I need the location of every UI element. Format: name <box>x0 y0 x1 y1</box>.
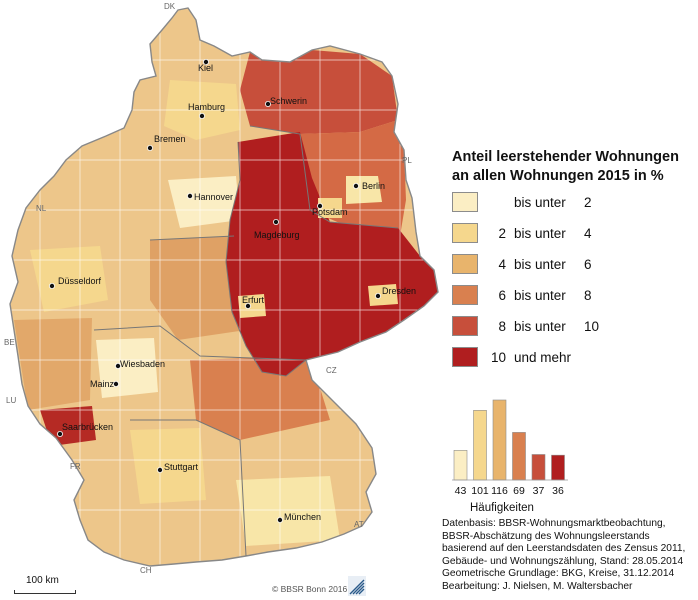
city-label-bremen: Bremen <box>154 134 186 144</box>
legend-swatch <box>452 254 478 274</box>
histogram-bar <box>492 399 507 481</box>
legend-title-line2: an allen Wohnungen 2015 in % <box>452 168 664 184</box>
city-label-magdeburg: Magdeburg <box>254 230 300 240</box>
source-line: Gebäude- und Wohnungszählung, Stand: 28.… <box>442 555 684 567</box>
legend-swatch <box>452 192 478 212</box>
city-label-stuttgart: Stuttgart <box>164 462 199 472</box>
city-label-berlin: Berlin <box>362 181 386 191</box>
histogram-count-label: 69 <box>513 485 525 497</box>
source-line: Bearbeitung: J. Nielsen, M. Waltersbache… <box>442 580 633 592</box>
legend-swatch <box>452 316 478 336</box>
country-label-ch: CH <box>140 566 152 575</box>
histogram-bar <box>551 454 565 481</box>
region-muenchen <box>236 476 340 546</box>
city-label-mainz: Mainz <box>90 379 115 389</box>
histogram-count-label: 116 <box>491 485 508 497</box>
source-line: BBSR-Abschätzung des Wohnungsleerstands <box>442 530 650 542</box>
source-line: Datenbasis: BBSR-Wohnungsmarktbeobachtun… <box>442 518 666 529</box>
region-dresden <box>368 284 398 306</box>
histogram-count-label: 37 <box>533 485 545 497</box>
country-label-dk: DK <box>164 2 176 11</box>
country-label-lu: LU <box>6 396 17 405</box>
histogram-count-label: 101 <box>471 485 489 497</box>
legend-text: bis unter <box>514 288 566 303</box>
legend-text: bis unter <box>514 257 566 272</box>
legend-from: 10 <box>490 350 506 365</box>
source-line: basierend auf den Leerstandsdaten des Ze… <box>442 543 686 555</box>
region-hannover <box>168 176 240 228</box>
city-label-schwerin: Schwerin <box>270 96 308 106</box>
city-label-wiesbaden: Wiesbaden <box>120 359 166 369</box>
legend-to: 8 <box>584 288 592 303</box>
legend-swatch <box>452 223 478 243</box>
legend-to: 10 <box>584 319 600 334</box>
histogram-bar <box>531 454 546 481</box>
legend-title-line1: Anteil leerstehender Wohnungen <box>452 149 679 165</box>
histogram-caption: Häufigkeiten <box>470 502 534 514</box>
legend-from: 6 <box>498 288 506 303</box>
legend-from: 4 <box>498 257 506 272</box>
city-label-kiel: Kiel <box>198 63 214 73</box>
legend-text: und mehr <box>514 350 572 365</box>
histogram-bar <box>453 450 468 481</box>
frequency-histogram: 43 101 116 69 37 36 <box>452 399 568 497</box>
region-berlin <box>346 176 382 204</box>
city-label-hannover: Hannover <box>194 192 234 202</box>
germany-vacancy-map <box>9 7 439 567</box>
city-label-dresden: Dresden <box>382 286 417 296</box>
legend-to: 2 <box>584 195 592 210</box>
region-mecklenburg <box>240 50 398 134</box>
city-label-duesseldorf: Düsseldorf <box>58 276 102 286</box>
germany-outline <box>9 7 439 567</box>
scale-bar <box>14 590 76 594</box>
legend-title: Anteil leerstehender Wohnungen an allen … <box>452 148 692 186</box>
region-rhein-ruhr <box>30 246 108 312</box>
country-label-pl: PL <box>402 156 412 165</box>
legend-text: bis unter <box>514 226 566 241</box>
histogram-bar <box>473 410 487 481</box>
legend-swatch <box>452 347 478 367</box>
legend-from: 8 <box>498 319 506 334</box>
region-east-core <box>226 132 438 376</box>
region-west-medium <box>14 318 92 410</box>
city-label-saarbruecken: Saarbrücken <box>62 422 114 432</box>
region-stuttgart <box>130 428 206 504</box>
region-rhein-main <box>96 338 158 398</box>
legend-to: 4 <box>584 226 592 241</box>
legend-from: 2 <box>498 226 506 241</box>
country-label-be: BE <box>4 338 15 347</box>
histogram-bar <box>512 432 526 481</box>
city-label-erfurt: Erfurt <box>242 295 265 305</box>
region-erfurt <box>238 294 266 318</box>
city-label-muenchen: München <box>284 512 322 522</box>
legend-text: bis unter <box>514 319 566 334</box>
source-line: Geometrische Grundlage: BKG, Kreise, 31.… <box>442 568 675 580</box>
legend-text: bis unter <box>514 195 566 210</box>
city-label-hamburg: Hamburg <box>188 102 226 112</box>
scale-label: 100 km <box>26 575 59 586</box>
region-bavaria-north <box>190 356 330 440</box>
country-label-fr: FR <box>70 462 81 471</box>
histogram-count-label: 43 <box>455 485 467 497</box>
copyright-text: © BBSR Bonn 2016 <box>272 584 348 594</box>
legend-to: 6 <box>584 257 592 272</box>
histogram-count-label: 36 <box>552 485 564 497</box>
bbsr-logo-icon <box>348 576 366 596</box>
region-hessen-north <box>150 236 246 340</box>
source-note: Datenbasis: BBSR-Wohnungsmarktbeobachtun… <box>442 518 698 594</box>
country-label-nl: NL <box>36 204 47 213</box>
country-label-at: AT <box>354 520 364 529</box>
country-label-cz: CZ <box>326 366 337 375</box>
legend-swatch <box>452 285 478 305</box>
city-label-potsdam: Potsdam <box>312 207 348 217</box>
region-potsdam <box>318 198 342 218</box>
